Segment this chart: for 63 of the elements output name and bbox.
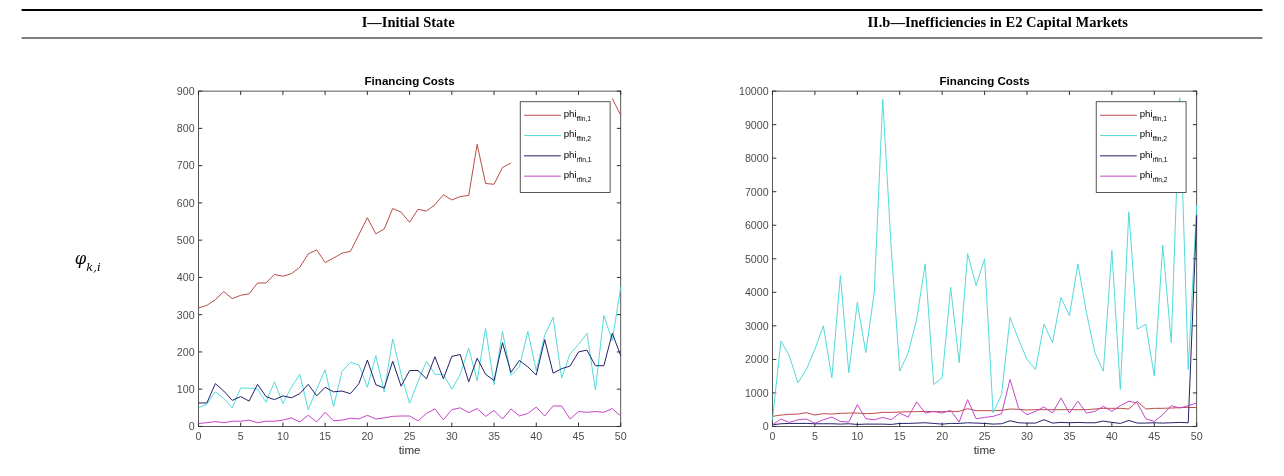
y-tick-label: 500	[176, 234, 195, 247]
x-tick-label: 45	[572, 429, 585, 442]
y-tick-label: 4000	[744, 286, 769, 299]
x-tick-label: 45	[1148, 429, 1161, 442]
y-tick-label: 2000	[744, 353, 769, 366]
x-tick-label: 40	[530, 429, 543, 442]
legend-label: phi$_{ffin,2}$	[563, 128, 592, 142]
x-tick-label: 5	[237, 429, 244, 442]
y-tick-label: 6000	[744, 219, 769, 232]
y-tick-label: 5000	[744, 252, 769, 265]
text: I—Initial State	[361, 14, 456, 31]
y-tick-label: 700	[176, 159, 195, 172]
x-tick-label: 15	[319, 429, 332, 442]
legend-label: phi$_{rfin,1}$	[563, 148, 592, 163]
legend-label: phi$_{rfin,1}$	[1139, 148, 1168, 163]
x-tick-label: 15	[893, 429, 906, 442]
line-series	[197, 405, 622, 424]
x-tick-label: 50	[1190, 429, 1203, 442]
line-series	[197, 286, 622, 411]
y-tick-label: 7000	[744, 185, 769, 198]
x-tick-label: 30	[445, 429, 458, 442]
chart-title: Financing Costs	[364, 75, 455, 88]
y-tick-label: 100	[176, 383, 195, 396]
y-tick-label: 9000	[744, 118, 769, 131]
x-tick-label: 5	[811, 429, 818, 442]
line-series	[197, 332, 622, 404]
y-tick-label: 0	[188, 420, 195, 433]
x-tick-label: 25	[978, 429, 991, 442]
x-axis-title: time	[973, 444, 996, 457]
x-tick-label: 40	[1105, 429, 1118, 442]
legend-label: phi$_{rfin,2}$	[1139, 169, 1168, 183]
legend-label: phi$_{ffin,1}$	[1139, 108, 1168, 122]
legend-label: phi$_{ffin,1}$	[563, 108, 592, 122]
y-tick-label: 10000	[739, 84, 769, 97]
y-tick-label: 300	[176, 308, 195, 321]
x-tick-label: 35	[1063, 429, 1076, 442]
y-tick-label: 600	[176, 196, 195, 209]
y-tick-label: 200	[176, 345, 195, 358]
legend-label: phi$_{rfin,2}$	[563, 169, 592, 183]
y-tick-label: 400	[176, 271, 195, 284]
line-series	[771, 379, 1198, 426]
chart-title: Financing Costs	[939, 75, 1030, 88]
x-tick-label: 25	[403, 429, 416, 442]
y-tick-label: 0	[762, 420, 769, 433]
y-tick-label: 800	[176, 122, 195, 135]
y-tick-label: 8000	[744, 152, 769, 165]
text: II.b—Inefficiencies in E2 Capital Markets	[867, 14, 1129, 31]
line-series	[771, 97, 1198, 421]
x-axis-title: time	[398, 444, 421, 457]
x-tick-label: 20	[936, 429, 949, 442]
line-series	[771, 400, 1198, 417]
x-tick-label: 30	[1021, 429, 1033, 442]
y-axis-title: φ$_{k,i}$	[74, 248, 101, 274]
x-tick-label: 20	[361, 429, 374, 442]
y-tick-label: 3000	[744, 319, 769, 332]
line-series	[771, 214, 1198, 426]
x-tick-label: 35	[488, 429, 501, 442]
x-tick-label: 10	[851, 429, 864, 442]
x-tick-label: 10	[276, 429, 289, 442]
x-tick-label: 50	[614, 429, 627, 442]
y-tick-label: 900	[176, 84, 195, 97]
y-tick-label: 1000	[744, 386, 769, 399]
legend-label: phi$_{ffin,2}$	[1139, 128, 1168, 142]
